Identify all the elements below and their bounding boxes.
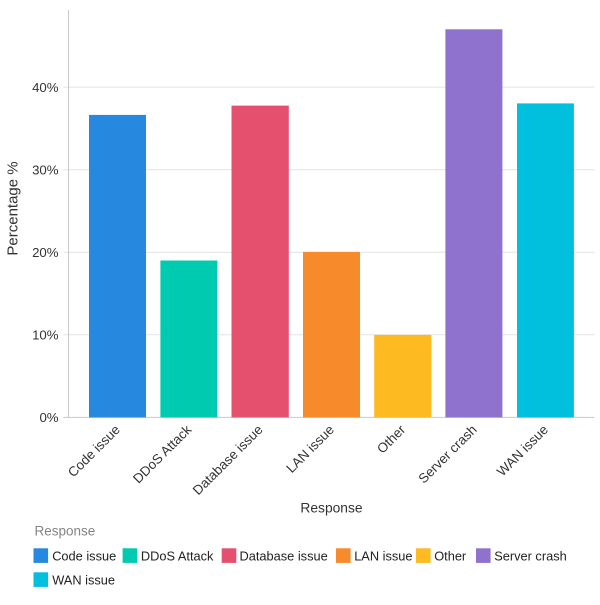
svg-text:Server crash: Server crash <box>494 549 567 564</box>
svg-text:Code issue: Code issue <box>52 549 116 564</box>
svg-text:40%: 40% <box>32 80 59 95</box>
svg-text:10%: 10% <box>32 328 59 343</box>
svg-text:30%: 30% <box>32 162 59 177</box>
svg-text:DDoS Attack: DDoS Attack <box>141 549 214 564</box>
svg-text:LAN issue: LAN issue <box>354 549 412 564</box>
svg-text:Other: Other <box>434 549 467 564</box>
svg-text:Response: Response <box>35 524 96 539</box>
svg-text:Response: Response <box>300 501 362 516</box>
svg-text:Database issue: Database issue <box>240 549 328 564</box>
svg-text:0%: 0% <box>39 410 58 425</box>
svg-text:20%: 20% <box>32 245 59 260</box>
svg-text:WAN issue: WAN issue <box>52 573 115 588</box>
svg-text:Percentage %: Percentage % <box>5 161 22 255</box>
